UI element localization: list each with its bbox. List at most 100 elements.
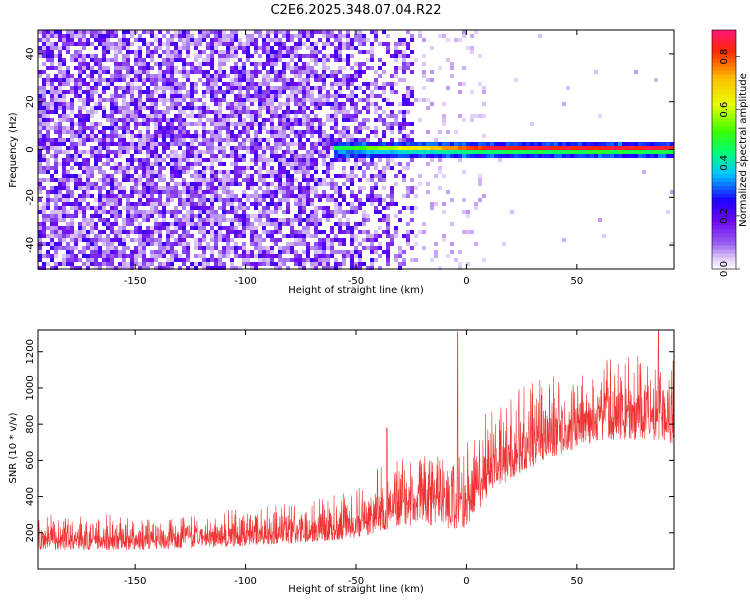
spectrogram-cell bbox=[298, 210, 302, 214]
spectrogram-cell bbox=[394, 90, 398, 94]
spectrogram-cell bbox=[298, 46, 302, 50]
spectrogram-cell bbox=[170, 178, 174, 182]
spectrogram-cell bbox=[50, 30, 54, 34]
spectrogram-cell bbox=[230, 46, 234, 50]
spectrogram-cell bbox=[222, 210, 226, 214]
spectrogram-cell bbox=[234, 74, 238, 78]
spectrogram-cell bbox=[186, 210, 190, 214]
spectrogram-cell bbox=[634, 146, 638, 150]
spectrogram-cell bbox=[242, 210, 246, 214]
spectrogram-cell bbox=[354, 166, 358, 170]
spectrogram-cell bbox=[90, 246, 94, 250]
spectrogram-cell bbox=[278, 30, 282, 34]
spectrogram-cell bbox=[290, 66, 294, 70]
spectrogram-cell bbox=[370, 42, 374, 46]
spectrogram-cell bbox=[126, 130, 130, 134]
spectrogram-cell bbox=[138, 210, 142, 214]
spectrogram-cell bbox=[158, 186, 162, 190]
spectrogram-cell bbox=[82, 254, 86, 258]
spectrogram-cell bbox=[66, 50, 70, 54]
spectrogram-cell bbox=[46, 38, 50, 42]
spectrogram-cell bbox=[158, 130, 162, 134]
spectrogram-cell bbox=[102, 54, 106, 58]
spectrogram-cell bbox=[206, 42, 210, 46]
spectrogram-cell bbox=[126, 82, 130, 86]
spectrogram-cell bbox=[158, 66, 162, 70]
spectrogram-cell bbox=[218, 86, 222, 90]
spectrogram-cell bbox=[334, 94, 338, 98]
spectrogram-cell bbox=[186, 250, 190, 254]
spectrogram-cell bbox=[186, 50, 190, 54]
spectrogram-cell bbox=[350, 202, 354, 206]
spectrogram-cell bbox=[198, 110, 202, 114]
spectrogram-cell bbox=[254, 30, 258, 34]
spectrogram-cell bbox=[318, 238, 322, 242]
spectrogram-cell bbox=[258, 218, 262, 222]
spectrogram-cell bbox=[294, 250, 298, 254]
spectrogram-cell bbox=[226, 74, 230, 78]
spectrogram-cell bbox=[290, 142, 294, 146]
spectrogram-cell bbox=[306, 222, 310, 226]
spectrogram-cell bbox=[222, 38, 226, 42]
spectrogram-cell bbox=[286, 82, 290, 86]
spectrogram-cell bbox=[82, 122, 86, 126]
spectrogram-cell bbox=[66, 222, 70, 226]
spectrogram-cell bbox=[94, 70, 98, 74]
colorbar-swatch bbox=[712, 189, 736, 194]
spectrogram-cell bbox=[214, 118, 218, 122]
spectrogram-cell bbox=[78, 114, 82, 118]
spectrogram-cell bbox=[218, 162, 222, 166]
spectrogram-cell bbox=[190, 82, 194, 86]
spectrogram-cell bbox=[142, 258, 146, 262]
spectrogram-cell bbox=[470, 50, 474, 54]
spectrogram-cell bbox=[158, 194, 162, 198]
spectrogram-cell bbox=[62, 90, 66, 94]
spectrogram-cell bbox=[62, 206, 66, 210]
spectrogram-cell bbox=[506, 154, 510, 158]
spectrogram-cell bbox=[342, 114, 346, 118]
spectrogram-cell bbox=[142, 62, 146, 66]
spectrogram-cell bbox=[382, 166, 386, 170]
spectrogram-cell bbox=[130, 134, 134, 138]
spectrogram-cell bbox=[170, 86, 174, 90]
spectrogram-cell bbox=[246, 38, 250, 42]
spectrogram-cell bbox=[450, 66, 454, 70]
spectrogram-cell bbox=[190, 182, 194, 186]
spectrogram-cell bbox=[82, 34, 86, 38]
spectrogram-cell bbox=[630, 142, 634, 146]
spectrogram-cell bbox=[342, 214, 346, 218]
spectrogram-cell bbox=[474, 114, 478, 118]
spectrogram-cell bbox=[222, 198, 226, 202]
spectrogram-cell bbox=[326, 210, 330, 214]
spectrogram-cell bbox=[46, 122, 50, 126]
spectrogram-cell bbox=[66, 38, 70, 42]
spectrogram-cell bbox=[78, 206, 82, 210]
spectrogram-cell bbox=[42, 30, 46, 34]
spectrogram-cell bbox=[366, 218, 370, 222]
spectrogram-cell bbox=[406, 162, 410, 166]
spectrogram-cell bbox=[222, 226, 226, 230]
spectrogram-cell bbox=[38, 242, 42, 246]
spectrogram-cell bbox=[386, 214, 390, 218]
spectrogram-cell bbox=[462, 30, 466, 34]
colorbar-swatch bbox=[712, 185, 736, 190]
spectrogram-cell bbox=[90, 206, 94, 210]
spectrogram-cell bbox=[102, 206, 106, 210]
spectrogram-cell bbox=[230, 30, 234, 34]
colorbar-gradient bbox=[712, 30, 736, 270]
spectrogram-cell bbox=[286, 46, 290, 50]
spectrogram-cell bbox=[310, 94, 314, 98]
spectrogram-cell bbox=[154, 102, 158, 106]
spectrogram-cell bbox=[230, 210, 234, 214]
spectrogram-cell bbox=[234, 246, 238, 250]
spectrogram-cell bbox=[286, 258, 290, 262]
spectrogram-cell bbox=[354, 110, 358, 114]
spectrogram-cell bbox=[398, 154, 402, 158]
spectrogram-cell bbox=[334, 138, 338, 142]
spectrogram-cell bbox=[378, 194, 382, 198]
spectrogram-cell bbox=[422, 246, 426, 250]
spectrogram-cell bbox=[278, 122, 282, 126]
spectrogram-cell bbox=[190, 198, 194, 202]
spectrogram-cell bbox=[218, 182, 222, 186]
spectrogram-cell bbox=[510, 210, 514, 214]
